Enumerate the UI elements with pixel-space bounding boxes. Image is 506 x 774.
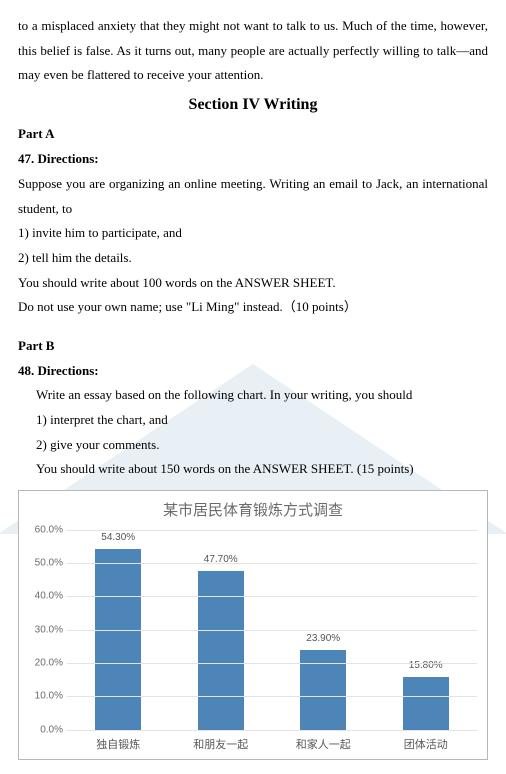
chart-plot-area: 54.30%47.70%23.90%15.80% 60.0%50.0%40.0%… <box>67 530 477 730</box>
part-a-label: Part A <box>18 122 488 147</box>
chart-y-tick: 20.0% <box>23 653 63 672</box>
part-a-line4: You should write about 100 words on the … <box>18 271 488 296</box>
chart-bar-column: 15.80% <box>381 656 471 730</box>
chart-x-axis: 独自锻炼和朋友一起和家人一起团体活动 <box>67 730 477 756</box>
part-a-line3: 2) tell him the details. <box>18 246 488 271</box>
chart-x-label: 和朋友一起 <box>176 731 266 756</box>
q47-directions-label: 47. Directions: <box>18 147 488 172</box>
chart-y-tick: 60.0% <box>23 520 63 539</box>
part-a-line1: Suppose you are organizing an online mee… <box>18 172 488 221</box>
chart-y-tick: 0.0% <box>23 720 63 739</box>
chart-gridline <box>67 663 477 664</box>
chart-gridline <box>67 530 477 531</box>
chart-y-tick: 40.0% <box>23 587 63 606</box>
part-b-line3: 2) give your comments. <box>18 433 488 458</box>
chart-bar-column: 23.90% <box>278 629 368 730</box>
chart-gridline <box>67 696 477 697</box>
chart-gridline <box>67 730 477 731</box>
chart-bar-value: 47.70% <box>204 550 238 569</box>
chart-bar <box>300 650 346 730</box>
q48-directions-label: 48. Directions: <box>18 359 488 384</box>
chart-gridline <box>67 563 477 564</box>
chart-x-label: 和家人一起 <box>278 731 368 756</box>
chart-bar-value: 15.80% <box>409 656 443 675</box>
section-title: Section IV Writing <box>18 94 488 116</box>
chart-x-label: 独自锻炼 <box>73 731 163 756</box>
part-a-line2: 1) invite him to participate, and <box>18 221 488 246</box>
chart-gridline <box>67 630 477 631</box>
chart-bar <box>403 677 449 730</box>
chart-bar <box>95 549 141 730</box>
chart-bar <box>198 571 244 730</box>
chart-container: 某市居民体育锻炼方式调查 54.30% 47.70% 23.90% 15.80% 60… <box>18 490 488 760</box>
part-b-line4: You should write about 150 words on the … <box>18 457 488 482</box>
part-b-line2: 1) interpret the chart, and <box>18 408 488 433</box>
chart-bar-column: 54.30% <box>73 528 163 730</box>
chart-y-tick: 30.0% <box>23 620 63 639</box>
part-b-line1: Write an essay based on the following ch… <box>18 383 488 408</box>
chart-y-tick: 50.0% <box>23 553 63 572</box>
intro-paragraph: to a misplaced anxiety that they might n… <box>18 14 488 88</box>
chart-bar-column: 47.70% <box>176 550 266 730</box>
chart-bar-value: 23.90% <box>306 629 340 648</box>
chart-y-tick: 10.0% <box>23 687 63 706</box>
chart-gridline <box>67 596 477 597</box>
part-b-label: Part B <box>18 334 488 359</box>
chart-x-label: 团体活动 <box>381 731 471 756</box>
part-a-line5: Do not use your own name; use "Li Ming" … <box>18 295 488 320</box>
chart-title: 某市居民体育锻炼方式调查 <box>23 497 483 526</box>
